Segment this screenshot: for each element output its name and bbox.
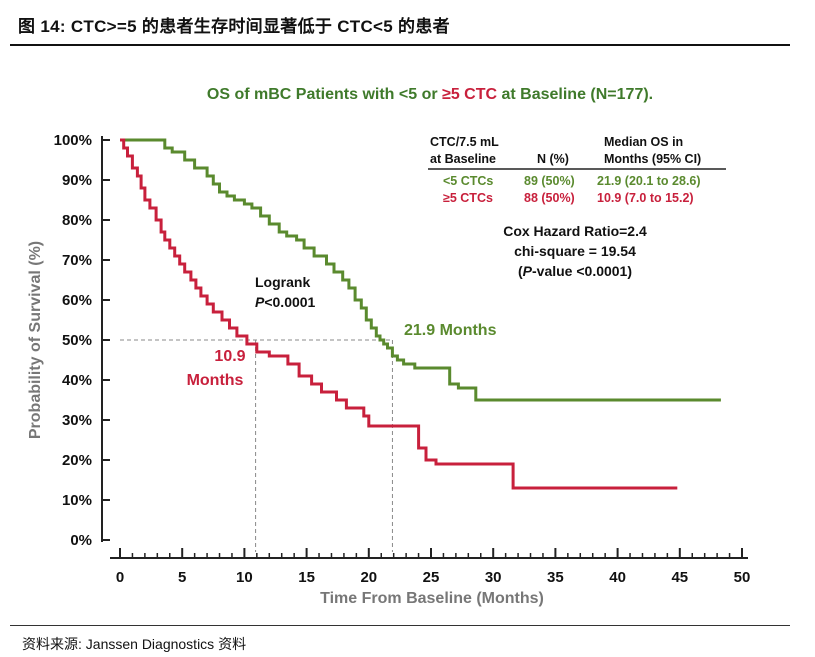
cox-pvalue-open: ( [518, 263, 523, 279]
x-tick-label: 50 [734, 569, 751, 586]
y-axis-label: Probability of Survival (%) [27, 241, 44, 439]
table-row-green-group: <5 CTCs [443, 174, 493, 188]
table-header-col3-line1: Median OS in [604, 135, 683, 149]
y-tick-label: 40% [62, 372, 92, 389]
table-header-col1-line2: at Baseline [430, 152, 496, 166]
x-tick-label: 40 [609, 569, 626, 586]
logrank-p-rest: <0.0001 [264, 294, 315, 310]
table-row-red-group: ≥5 CTCs [443, 191, 493, 205]
header-rule [10, 44, 790, 46]
y-tick-label: 30% [62, 412, 92, 429]
chart-title-highlight: ≥5 CTC [442, 86, 497, 103]
table-header-col2: N (%) [537, 152, 569, 166]
chart-title-prefix: OS of mBC Patients with <5 or [207, 86, 442, 103]
y-tick-label: 70% [62, 252, 92, 269]
red-median-value: 10.9 [214, 348, 245, 365]
logrank-label: Logrank [255, 274, 310, 290]
x-tick-label: 35 [547, 569, 564, 586]
footer-rule [10, 625, 790, 626]
x-tick-label: 25 [423, 569, 440, 586]
x-tick-label: 5 [178, 569, 186, 586]
table-row-red-n: 88 (50%) [524, 191, 575, 205]
table-row-green-median: 21.9 (20.1 to 28.6) [597, 174, 701, 188]
km-survival-chart: OS of mBC Patients with <5 or ≥5 CTC at … [27, 86, 751, 607]
y-tick-label: 10% [62, 492, 92, 509]
x-tick-label: 20 [360, 569, 377, 586]
x-tick-label: 15 [298, 569, 315, 586]
cox-hazard-ratio: Cox Hazard Ratio=2.4 [503, 223, 647, 239]
cox-chi-square: chi-square = 19.54 [514, 243, 636, 259]
cox-p-symbol: P [523, 263, 533, 279]
chart-title: OS of mBC Patients with <5 or ≥5 CTC at … [207, 86, 653, 103]
figure-header: 图 14: CTC>=5 的患者生存时间显著低于 CTC<5 的患者 [18, 17, 450, 36]
y-tick-label: 20% [62, 452, 92, 469]
x-tick-label: 30 [485, 569, 502, 586]
cox-annotation: Cox Hazard Ratio=2.4 chi-square = 19.54 … [503, 223, 647, 279]
y-tick-label: 60% [62, 292, 92, 309]
green-median-label: 21.9 Months [404, 322, 497, 339]
cox-pvalue-rest: -value <0.0001) [532, 263, 632, 279]
x-axis-label: Time From Baseline (Months) [320, 590, 544, 607]
cox-pvalue: (P-value <0.0001) [518, 263, 632, 279]
table-header-col3-line2: Months (95% CI) [604, 152, 701, 166]
table-header-col1-line1: CTC/7.5 mL [430, 135, 499, 149]
logrank-p-symbol: P [255, 294, 265, 310]
y-tick-label: 90% [62, 172, 92, 189]
x-tick-label: 45 [671, 569, 688, 586]
y-tick-label: 0% [70, 532, 92, 549]
series-line-ge5-ctc [120, 138, 678, 490]
x-tick-label: 10 [236, 569, 253, 586]
logrank-pvalue: P<0.0001 [255, 294, 316, 310]
y-tick-label: 50% [62, 332, 92, 349]
chart-title-suffix: at Baseline (N=177). [497, 86, 653, 103]
summary-table: CTC/7.5 mL at Baseline N (%) Median OS i… [428, 135, 726, 205]
figure-source: 资料来源: Janssen Diagnostics 资料 [22, 636, 247, 652]
table-row-red-median: 10.9 (7.0 to 15.2) [597, 191, 694, 205]
y-tick-label: 80% [62, 212, 92, 229]
series-line-lt5-ctc [120, 138, 721, 402]
y-tick-label: 100% [54, 132, 92, 149]
table-row-green-n: 89 (50%) [524, 174, 575, 188]
x-tick-label: 0 [116, 569, 124, 586]
red-median-unit: Months [187, 372, 244, 389]
